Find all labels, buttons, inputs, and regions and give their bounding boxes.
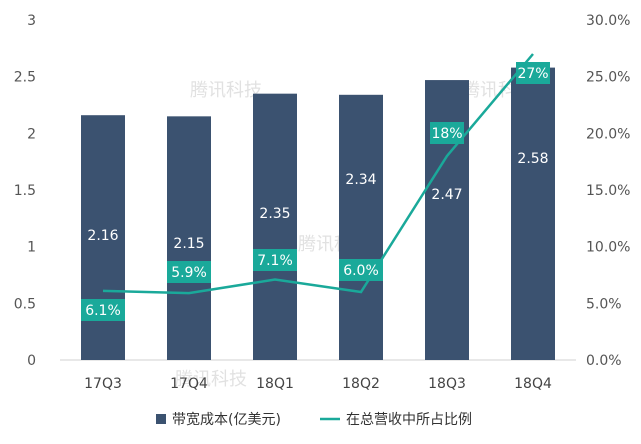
x-tick-label: 18Q1 (256, 376, 294, 392)
watermark-3: 腾讯科技 (175, 369, 247, 390)
bar-value-label: 2.16 (87, 228, 118, 244)
bar-value-label: 2.47 (431, 187, 462, 203)
right-tick-label: 0.0% (586, 353, 622, 369)
right-tick-label: 25.0% (586, 70, 630, 86)
bar-17Q4 (167, 116, 211, 360)
line-label-box (430, 122, 464, 144)
bar-18Q2 (339, 94, 383, 361)
right-tick-label: 30.0% (586, 13, 630, 29)
right-tick-label: 10.0% (586, 240, 630, 256)
line-label-text: 6.1% (85, 303, 121, 319)
legend-bar-label: 带宽成本(亿美元) (172, 411, 281, 428)
line-label-box (81, 299, 125, 321)
right-tick-label: 15.0% (586, 183, 630, 199)
watermark-0: 腾讯科技 (190, 80, 262, 101)
x-tick-label: 18Q3 (428, 376, 466, 392)
left-tick-label: 0.5 (14, 296, 36, 312)
line-value-label: 5.9% (167, 261, 211, 283)
x-axis: 17Q3 17Q4 18Q1 18Q2 18Q3 18Q4 (84, 376, 552, 392)
line-label-text: 6.0% (343, 263, 379, 279)
line-label-box (167, 261, 211, 283)
bar-value-label: 2.34 (345, 172, 376, 188)
line-label-box (516, 62, 550, 84)
left-tick-label: 3 (27, 13, 36, 29)
line-value-label: 18% (430, 122, 464, 144)
line-label-box (253, 249, 297, 271)
line-value-label: 6.0% (339, 259, 383, 281)
bar-18Q1 (253, 93, 297, 361)
right-tick-label: 20.0% (586, 126, 630, 142)
line-label-box (339, 259, 383, 281)
bar-18Q4 (511, 67, 555, 360)
x-tick-label: 17Q3 (84, 376, 122, 392)
line-label-text: 5.9% (171, 265, 207, 281)
left-tick-label: 0 (27, 353, 36, 369)
bar-value-label: 2.35 (259, 206, 290, 222)
left-tick-label: 2.5 (14, 70, 36, 86)
bar-value-label: 2.15 (173, 236, 204, 252)
left-axis: 0 0.5 1 1.5 2 2.5 3 (14, 13, 36, 369)
bar-value-label: 2.58 (517, 151, 548, 167)
bar-labels: 2.16 2.15 2.35 2.34 2.47 2.58 (87, 151, 548, 252)
line-value-label: 6.1% (81, 299, 125, 321)
right-axis: 0.0% 5.0% 10.0% 15.0% 20.0% 25.0% 30.0% (586, 13, 630, 369)
left-tick-label: 2 (27, 126, 36, 142)
left-tick-label: 1.5 (14, 183, 36, 199)
right-tick-label: 5.0% (586, 296, 622, 312)
x-tick-label: 17Q4 (170, 376, 208, 392)
legend-bar-swatch (156, 414, 166, 424)
line-label-text: 27% (517, 66, 548, 82)
line-label-text: 7.1% (257, 253, 293, 269)
legend-line-label: 在总营收中所占比例 (346, 412, 472, 428)
legend: 带宽成本(亿美元) 在总营收中所占比例 (156, 411, 472, 428)
left-tick-label: 1 (27, 240, 36, 256)
line-value-label: 7.1% (253, 249, 297, 271)
x-tick-label: 18Q4 (514, 376, 552, 392)
line-label-text: 18% (431, 126, 462, 142)
line-value-label: 27% (516, 62, 550, 84)
line-labels: 6.1% 5.9% 7.1% 6.0% 18% 27% (81, 62, 550, 321)
x-tick-label: 18Q2 (342, 376, 380, 392)
